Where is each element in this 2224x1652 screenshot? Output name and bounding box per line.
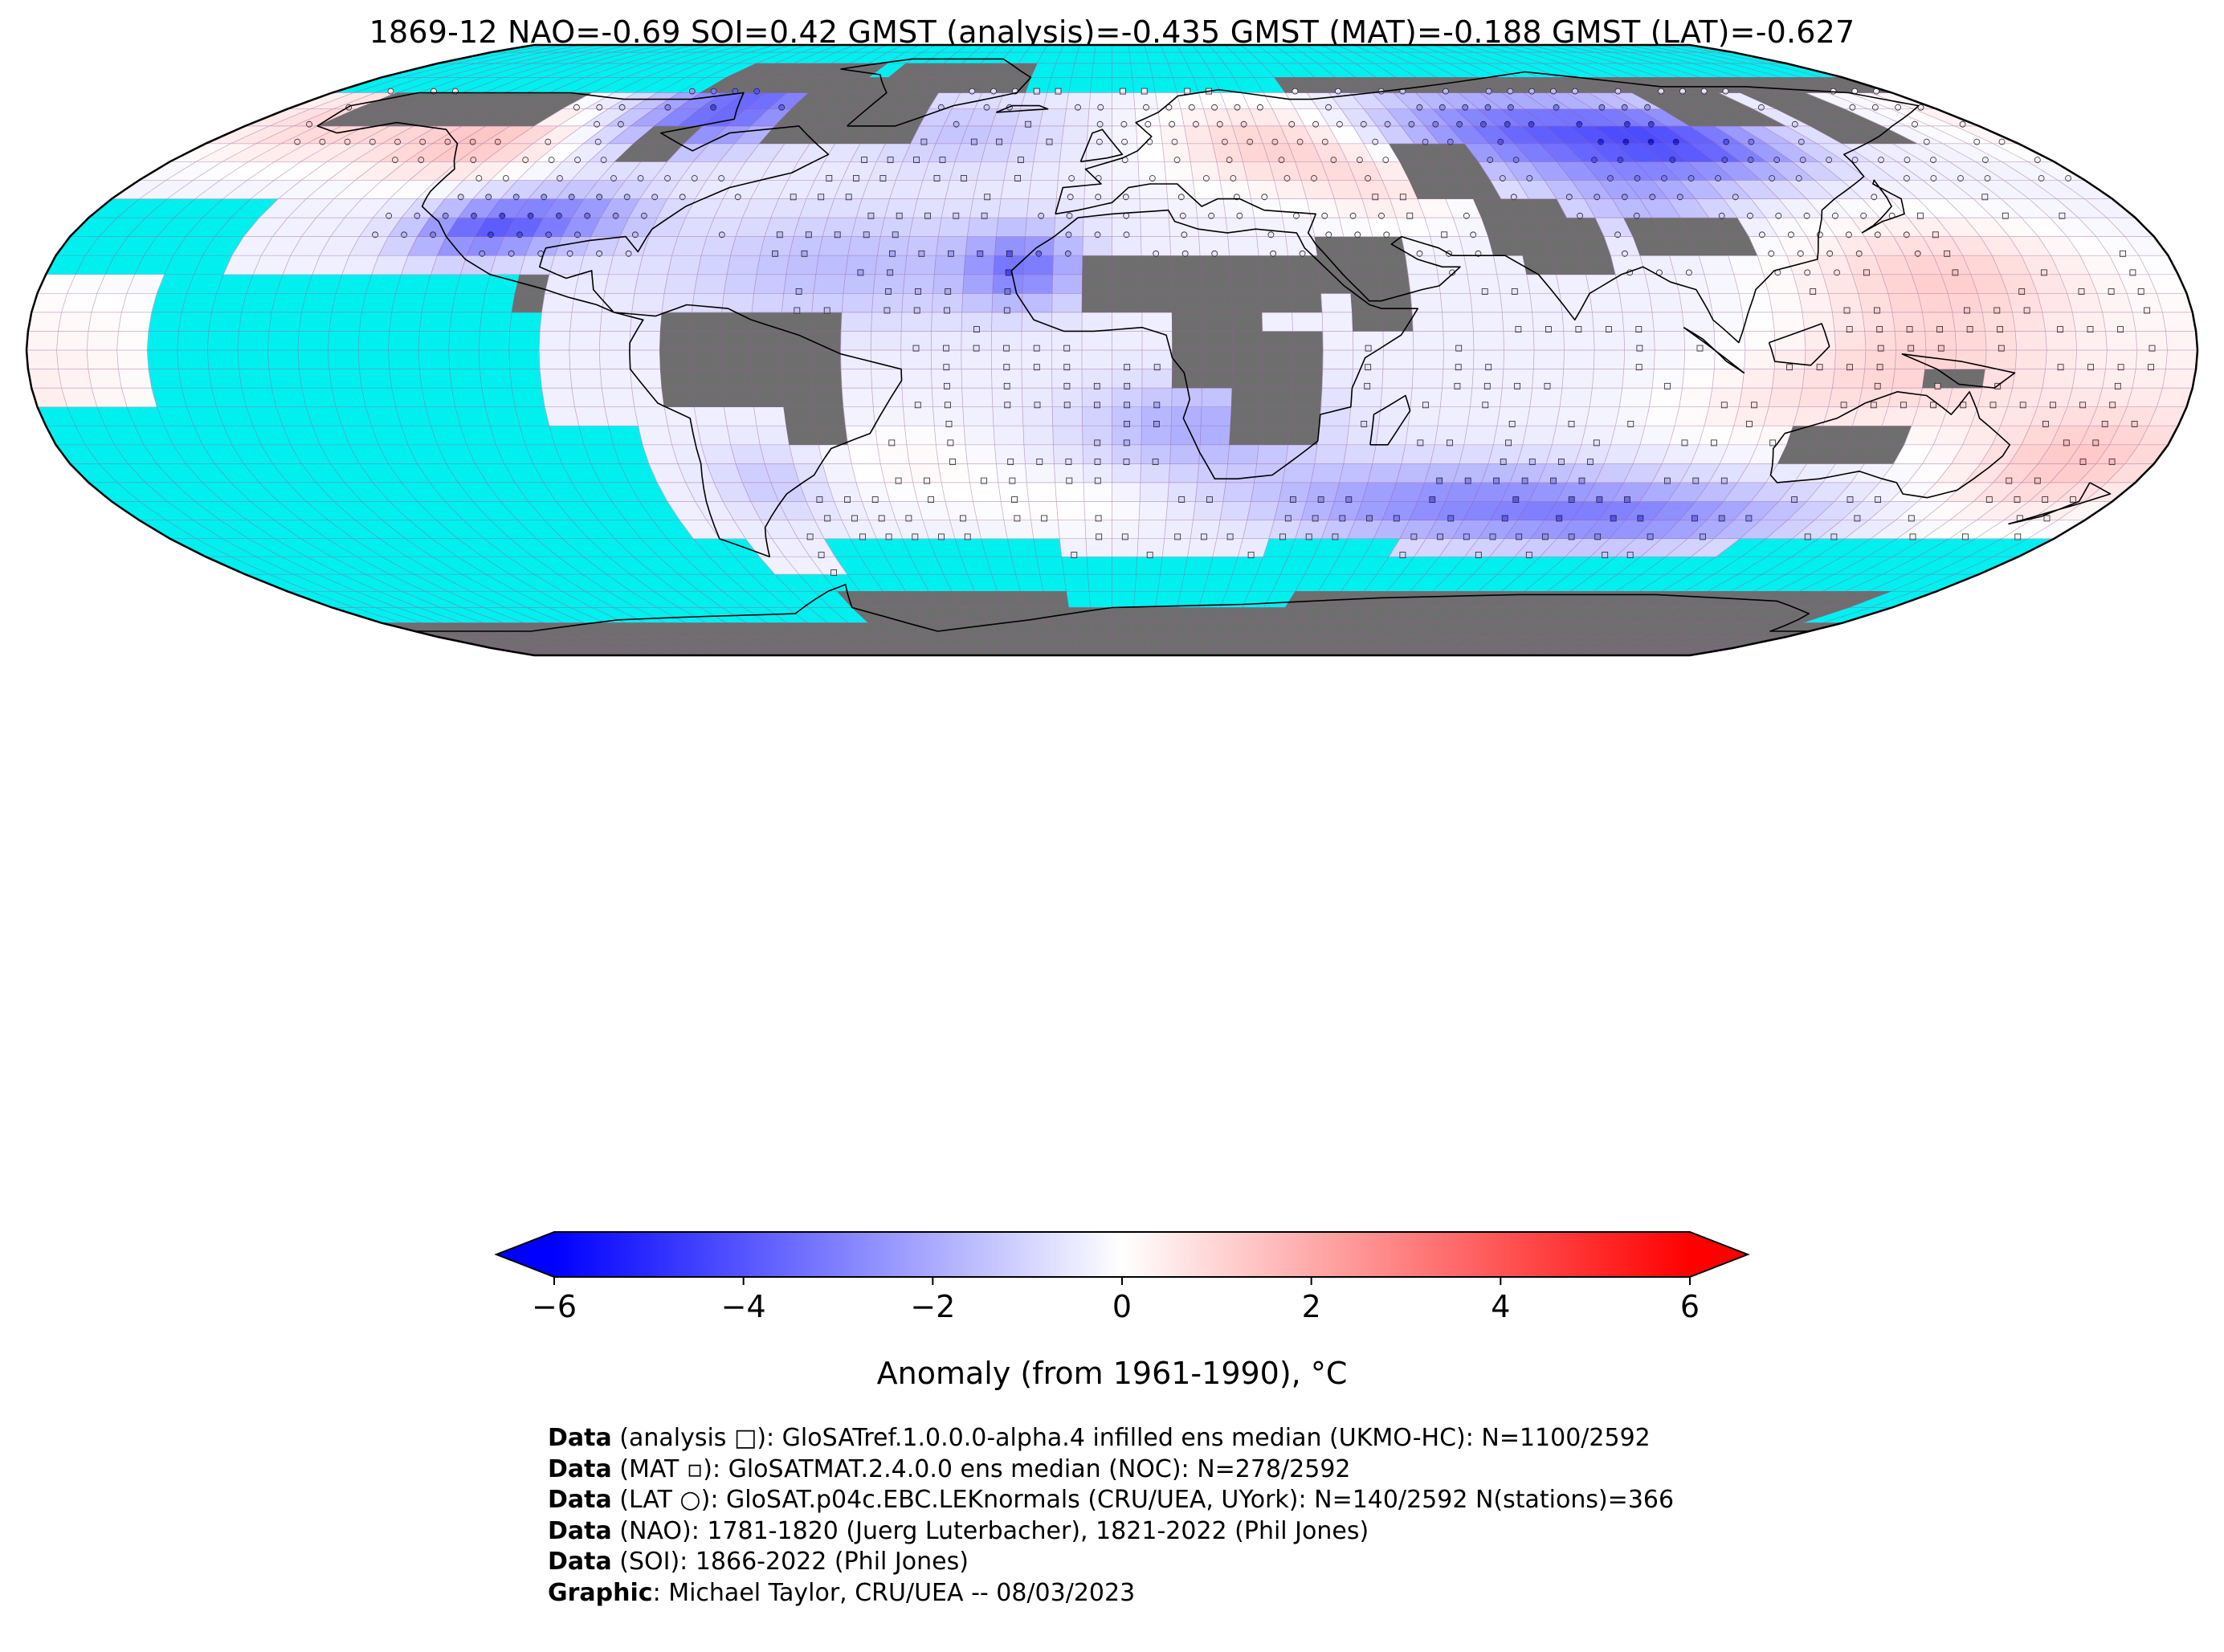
colorbar-extend-high	[1690, 1232, 1748, 1277]
colorbar-tick-label: 6	[1680, 1289, 1700, 1324]
colorbar-tick-label: −4	[721, 1289, 766, 1324]
chart-title: 1869-12 NAO=-0.69 SOI=0.42 GMST (analysi…	[369, 14, 1855, 50]
credit-line-analysis: Data (analysis □): GloSATref.1.0.0.0-alp…	[548, 1424, 1651, 1452]
credits-block: Data (analysis □): GloSATref.1.0.0.0-alp…	[548, 1423, 1674, 1609]
colorbar-tick-label: 0	[1112, 1289, 1132, 1324]
colorbar-tick-label: 2	[1302, 1289, 1321, 1324]
colorbar-tick-label: −2	[910, 1289, 955, 1324]
world-map	[25, 43, 2199, 657]
colorbar-tick-label: −6	[532, 1289, 577, 1324]
colorbar-label: Anomaly (from 1961-1990), °C	[876, 1356, 1348, 1391]
credit-line-soi: Data (SOI): 1866-2022 (Phil Jones)	[548, 1548, 969, 1576]
credit-line-nao: Data (NAO): 1781-1820 (Juerg Luterbacher…	[548, 1516, 1369, 1545]
colorbar-extend-low	[496, 1232, 554, 1277]
colorbar-gradient	[554, 1232, 1690, 1277]
credit-line-mat: Data (MAT ▫): GloSATMAT.2.4.0.0 ens medi…	[548, 1454, 1351, 1483]
credit-line-lat: Data (LAT ○): GloSAT.p04c.EBC.LEKnormals…	[548, 1486, 1675, 1514]
colorbar-tick-label: 4	[1491, 1289, 1510, 1324]
credit-line-graphic: Graphic: Michael Taylor, CRU/UEA -- 08/0…	[548, 1578, 1136, 1607]
